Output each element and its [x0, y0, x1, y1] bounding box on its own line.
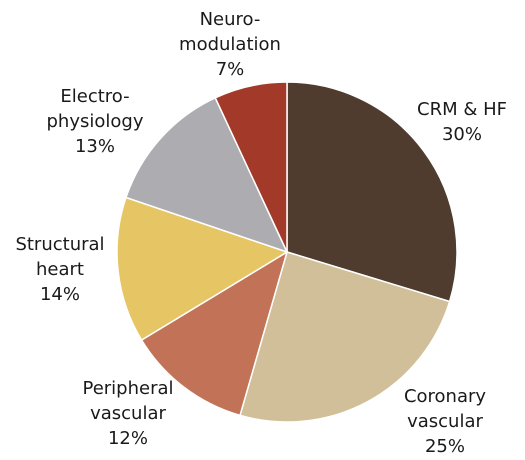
pie-slice: [140, 250, 289, 417]
pie-slice: [286, 81, 458, 303]
slice-label: Peripheral: [82, 378, 173, 399]
slice-label: vascular: [90, 403, 166, 424]
slice-label: Electro-: [60, 86, 129, 107]
pie-slice: [125, 96, 289, 254]
slice-label: Neuro-: [200, 9, 261, 30]
pie-slice: [239, 251, 451, 423]
pie-slice: [116, 196, 289, 342]
value-label: 14%: [40, 284, 80, 305]
slice-label: CRM & HF: [417, 99, 507, 120]
value-label: 25%: [425, 436, 465, 457]
value-label: 13%: [75, 136, 115, 157]
value-label: 12%: [108, 428, 148, 449]
value-label: 7%: [216, 59, 245, 80]
slice-label: Coronary: [404, 386, 486, 407]
slice-label: modulation: [179, 34, 281, 55]
slice-label: vascular: [407, 411, 483, 432]
pie-slice: [214, 81, 288, 253]
slice-label: Structural: [15, 234, 104, 255]
slice-label: heart: [36, 259, 84, 280]
value-label: 30%: [442, 124, 482, 145]
slice-label: physiology: [47, 111, 144, 132]
